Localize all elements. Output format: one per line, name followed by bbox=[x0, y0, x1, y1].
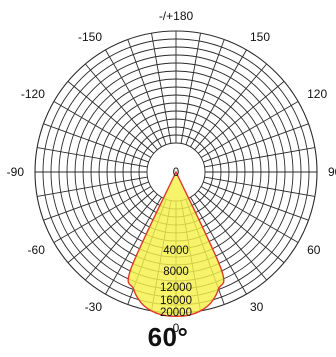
grid-spoke bbox=[85, 63, 158, 151]
grid-spoke bbox=[197, 190, 285, 263]
beam-angle-title: 60° bbox=[147, 322, 189, 352]
grid-spoke bbox=[53, 101, 152, 158]
grid-spoke bbox=[43, 123, 149, 163]
angle-tick-label: -/+180 bbox=[159, 9, 194, 23]
grid-spoke bbox=[105, 196, 162, 295]
grid-spoke bbox=[200, 101, 299, 158]
angle-tick-label: 30 bbox=[250, 300, 264, 314]
angle-tick-label: -120 bbox=[21, 87, 45, 101]
grid-spoke bbox=[151, 33, 172, 144]
grid-spoke bbox=[127, 39, 167, 145]
grid-spoke bbox=[203, 181, 309, 221]
radial-tick-label: 20000 bbox=[160, 307, 192, 319]
grid-spoke bbox=[85, 193, 158, 281]
radial-tick-label: 16000 bbox=[160, 295, 192, 307]
angle-tick-labels: 0 30 60 90 120 150 -/+180 -150 -120 -90 -60 -30 bbox=[7, 9, 336, 335]
grid-spoke bbox=[194, 193, 267, 281]
grid-spoke bbox=[67, 81, 155, 154]
radial-tick-label: 12000 bbox=[160, 282, 192, 294]
grid-spoke bbox=[190, 196, 247, 295]
radial-tick-label: 8000 bbox=[163, 266, 189, 278]
radial-tick-label: 4000 bbox=[163, 245, 189, 257]
angle-tick-label: 150 bbox=[250, 30, 270, 44]
angle-tick-label: -90 bbox=[7, 165, 25, 179]
angle-tick-label: 60 bbox=[307, 243, 321, 257]
grid-spoke bbox=[180, 33, 201, 144]
angle-tick-label: 120 bbox=[307, 87, 327, 101]
intensity-curve bbox=[127, 170, 225, 318]
grid-spoke bbox=[200, 186, 299, 243]
radial-tick-label: 0 bbox=[173, 167, 179, 179]
grid-spoke bbox=[53, 186, 152, 243]
grid-spoke bbox=[190, 49, 247, 148]
grid-spoke bbox=[204, 147, 315, 168]
grid-spoke bbox=[105, 49, 162, 148]
angle-tick-label: -30 bbox=[85, 300, 103, 314]
grid-spoke bbox=[67, 190, 155, 263]
grid-spoke bbox=[197, 81, 285, 154]
angle-tick-label: 90 bbox=[328, 165, 336, 179]
angle-tick-label: 0 bbox=[173, 321, 180, 335]
angle-tick-label: -150 bbox=[78, 30, 102, 44]
grid-spoke bbox=[203, 123, 309, 163]
angle-tick-label: -60 bbox=[28, 243, 46, 257]
grid-spoke bbox=[204, 176, 315, 197]
grid-spoke bbox=[37, 176, 148, 197]
grid-spoke bbox=[185, 39, 225, 145]
intensity-curve-layer bbox=[127, 170, 225, 318]
grid-spoke bbox=[43, 181, 149, 221]
grid-spoke bbox=[37, 147, 148, 168]
grid-spoke bbox=[194, 63, 267, 151]
